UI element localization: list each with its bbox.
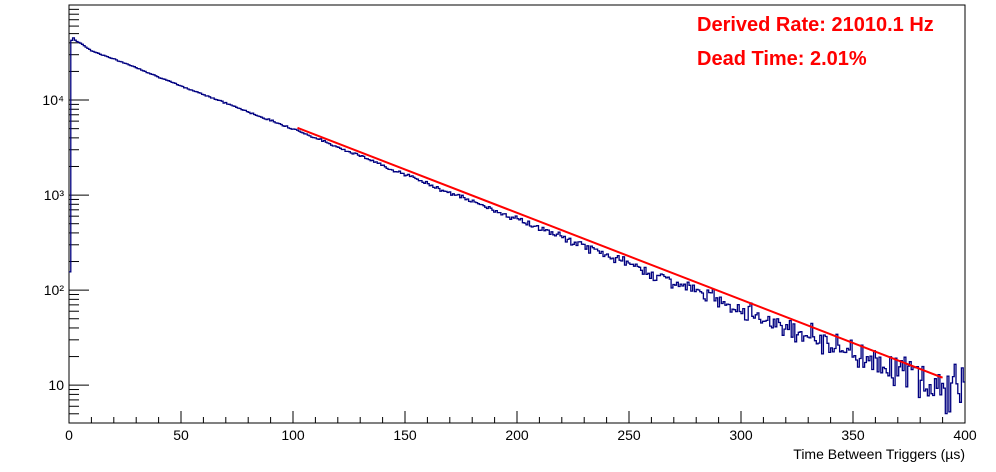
y-axis: 10 10² 10³ 10⁴ [42, 8, 89, 424]
x-tick-label: 300 [729, 427, 753, 443]
x-tick-label: 200 [505, 427, 529, 443]
x-tick-label: 400 [953, 427, 977, 443]
derived-rate-label: Derived Rate: 21010.1 Hz [697, 14, 934, 36]
histogram-series [69, 37, 965, 415]
fit-series [297, 126, 943, 379]
x-tick-label: 350 [841, 427, 865, 443]
x-axis-label: Time Between Triggers (µs) [793, 446, 965, 462]
y-tick-label: 10² [44, 282, 65, 298]
x-tick-label: 150 [393, 427, 417, 443]
y-tick-label: 10⁴ [42, 92, 64, 108]
dead-time-label: Dead Time: 2.01% [697, 48, 867, 70]
y-tick-label: 10 [48, 377, 64, 393]
x-tick-label: 100 [281, 427, 305, 443]
x-tick-label: 0 [65, 427, 73, 443]
y-tick-label: 10³ [44, 187, 65, 203]
x-tick-label: 50 [173, 427, 189, 443]
x-tick-label: 250 [617, 427, 641, 443]
x-axis: 0 50 100 150 200 250 300 350 400 [65, 411, 977, 443]
